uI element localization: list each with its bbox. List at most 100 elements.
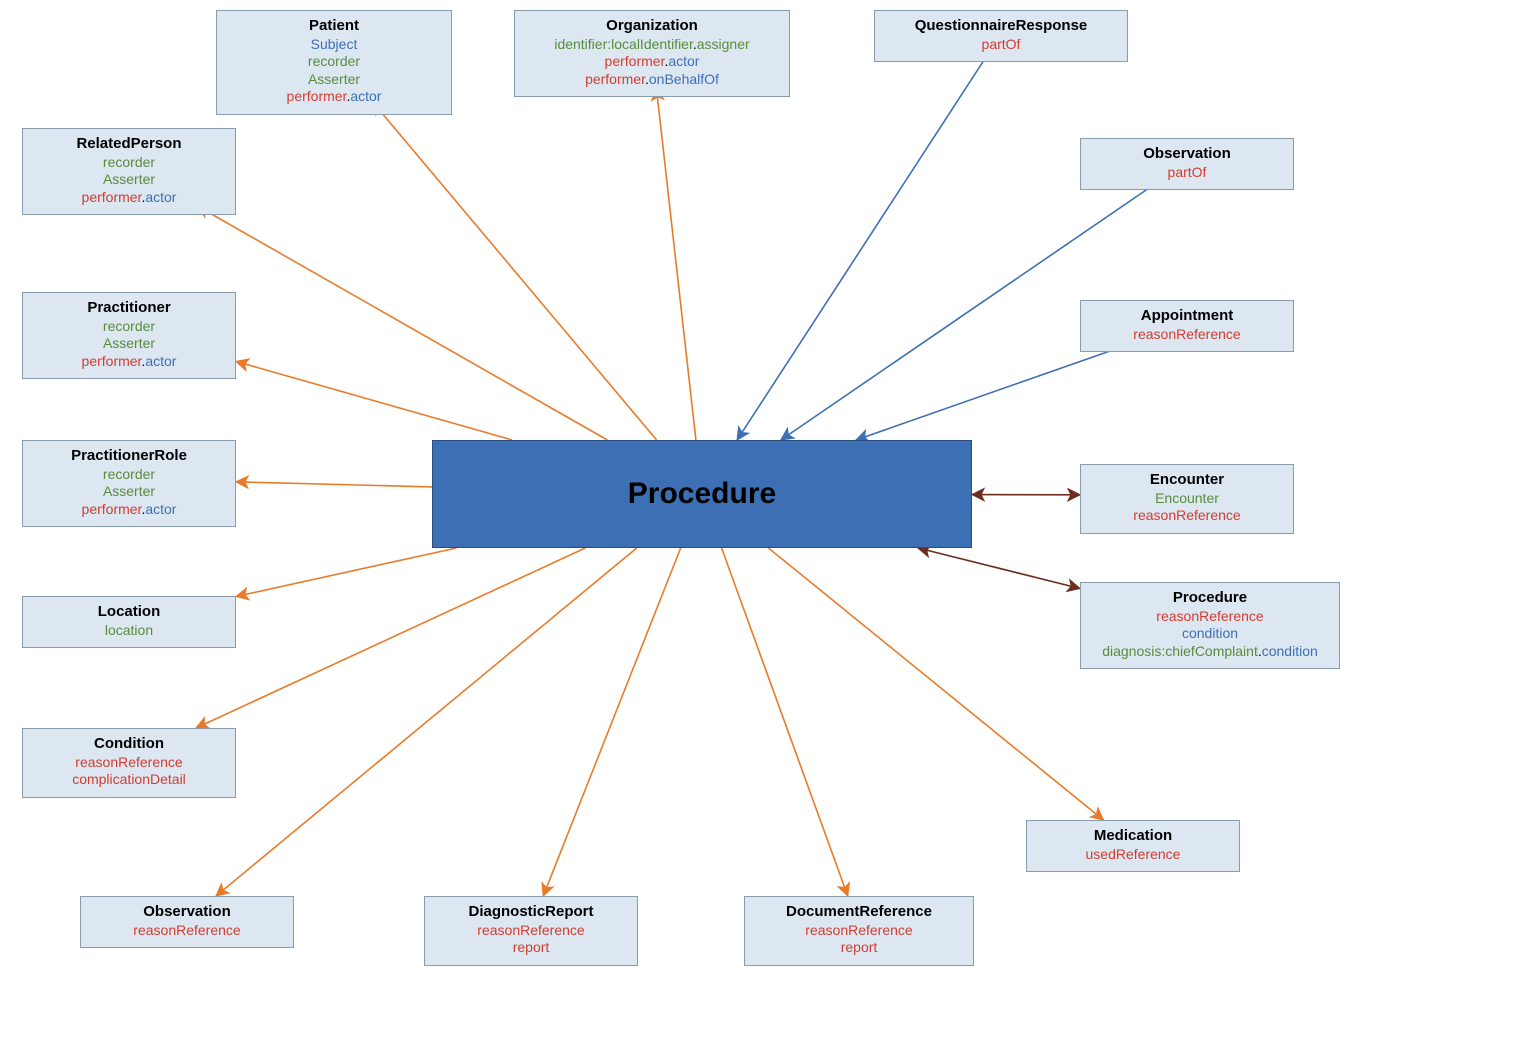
node-title: PractitionerRole xyxy=(33,447,225,466)
node-procedure-right: ProcedurereasonReferenceconditiondiagnos… xyxy=(1080,582,1340,669)
node-attr: performer.actor xyxy=(33,189,225,207)
edge-patient xyxy=(373,102,657,440)
node-attr-segment: Encounter xyxy=(1155,490,1219,506)
node-attr-segment: diagnosis:chiefComplaint xyxy=(1102,643,1258,659)
node-attr: reasonReference xyxy=(1091,608,1329,626)
node-attr-segment: reasonReference xyxy=(1133,326,1240,342)
node-observation-bottom: ObservationreasonReference xyxy=(80,896,294,948)
center-node-label: Procedure xyxy=(628,477,776,511)
node-attr-segment: actor xyxy=(145,501,176,517)
node-title: Location xyxy=(33,603,225,622)
node-attr-segment: recorder xyxy=(103,154,155,170)
node-attr: Encounter xyxy=(1091,490,1283,508)
node-title: Medication xyxy=(1037,827,1229,846)
node-attr-segment: recorder xyxy=(103,318,155,334)
node-attr-segment: performer xyxy=(82,501,142,517)
center-node-procedure: Procedure xyxy=(432,440,972,548)
node-attr: recorder xyxy=(33,466,225,484)
edge-practitioner-role xyxy=(236,482,432,487)
node-attr-segment: actor xyxy=(350,88,381,104)
node-attr: partOf xyxy=(1091,164,1283,182)
node-attr-segment: reasonReference xyxy=(805,922,912,938)
node-attr-segment: identifier:localIdentifier xyxy=(554,36,693,52)
node-condition: ConditionreasonReferencecomplicationDeta… xyxy=(22,728,236,798)
node-attr-segment: recorder xyxy=(308,53,360,69)
node-attr-segment: assigner xyxy=(697,36,750,52)
node-attr: recorder xyxy=(33,154,225,172)
node-attr-segment: location xyxy=(105,622,153,638)
node-attr: Subject xyxy=(227,36,441,54)
node-attr: reasonReference xyxy=(1091,507,1283,525)
node-encounter: EncounterEncounterreasonReference xyxy=(1080,464,1294,534)
node-attr: report xyxy=(435,939,627,957)
node-appointment: AppointmentreasonReference xyxy=(1080,300,1294,352)
node-attr: report xyxy=(755,939,963,957)
node-title: QuestionnaireResponse xyxy=(885,17,1117,36)
node-attr: usedReference xyxy=(1037,846,1229,864)
edge-medication xyxy=(768,548,1103,820)
node-title: RelatedPerson xyxy=(33,135,225,154)
node-medication: MedicationusedReference xyxy=(1026,820,1240,872)
node-attr-segment: recorder xyxy=(103,466,155,482)
node-document-reference: DocumentReferencereasonReferencereport xyxy=(744,896,974,966)
node-attr-segment: performer xyxy=(605,53,665,69)
node-related-person: RelatedPersonrecorderAsserter performer.a… xyxy=(22,128,236,215)
node-title: Patient xyxy=(227,17,441,36)
edge-organization xyxy=(656,88,696,440)
node-attr: identifier:localIdentifier.assigner xyxy=(525,36,779,54)
node-attr-segment: performer xyxy=(585,71,645,87)
edge-practitioner xyxy=(236,361,512,440)
node-attr: Asserter xyxy=(33,335,225,353)
node-attr: reasonReference xyxy=(755,922,963,940)
node-attr-segment: actor xyxy=(145,189,176,205)
node-attr: recorder xyxy=(33,318,225,336)
node-attr-segment: Subject xyxy=(311,36,358,52)
node-title: Practitioner xyxy=(33,299,225,318)
node-attr: partOf xyxy=(885,36,1117,54)
node-attr-segment: reasonReference xyxy=(1156,608,1263,624)
edge-procedure-right xyxy=(918,548,1080,589)
node-attr: condition xyxy=(1091,625,1329,643)
node-title: Condition xyxy=(33,735,225,754)
node-attr-segment: reasonReference xyxy=(133,922,240,938)
node-attr-segment: performer xyxy=(82,189,142,205)
node-title: DiagnosticReport xyxy=(435,903,627,922)
edge-observation-bottom xyxy=(216,548,637,896)
node-attr: complicationDetail xyxy=(33,771,225,789)
node-location: Locationlocation xyxy=(22,596,236,648)
node-diagnostic-report: DiagnosticReportreasonReferencereport xyxy=(424,896,638,966)
node-attr: Asserter xyxy=(33,483,225,501)
node-title: Observation xyxy=(1091,145,1283,164)
node-title: Procedure xyxy=(1091,589,1329,608)
node-attr-segment: complicationDetail xyxy=(72,771,186,787)
node-attr-segment: performer xyxy=(82,353,142,369)
node-attr-segment: report xyxy=(841,939,878,955)
node-title: DocumentReference xyxy=(755,903,963,922)
node-attr: performer.onBehalfOf xyxy=(525,71,779,89)
node-attr-segment: Asserter xyxy=(308,71,360,87)
edge-document-reference xyxy=(722,548,848,896)
node-title: Organization xyxy=(525,17,779,36)
node-practitioner: PractitionerrecorderAsserter performer.ac… xyxy=(22,292,236,379)
node-attr-segment: usedReference xyxy=(1086,846,1181,862)
node-attr: recorder xyxy=(227,53,441,71)
edge-appointment xyxy=(856,348,1118,440)
node-attr: performer.actor xyxy=(227,88,441,106)
node-attr-segment: actor xyxy=(145,353,176,369)
node-attr-segment: Asserter xyxy=(103,171,155,187)
node-attr: performer.actor xyxy=(33,353,225,371)
node-patient: PatientSubjectrecorder Asserterperformer.… xyxy=(216,10,452,115)
node-attr-segment: reasonReference xyxy=(1133,507,1240,523)
node-practitioner-role: PractitionerRolerecorderAsserter performe… xyxy=(22,440,236,527)
node-attr: location xyxy=(33,622,225,640)
node-attr-segment: performer xyxy=(287,88,347,104)
node-questionnaire-response: QuestionnaireResponsepartOf xyxy=(874,10,1128,62)
node-attr: Asserter xyxy=(33,171,225,189)
node-attr-segment: partOf xyxy=(982,36,1021,52)
edge-questionnaire-response xyxy=(737,58,985,440)
node-attr: reasonReference xyxy=(91,922,283,940)
node-attr-segment: Asserter xyxy=(103,335,155,351)
node-organization: Organizationidentifier:localIdentifier.a… xyxy=(514,10,790,97)
node-attr: reasonReference xyxy=(435,922,627,940)
node-attr-segment: Asserter xyxy=(103,483,155,499)
